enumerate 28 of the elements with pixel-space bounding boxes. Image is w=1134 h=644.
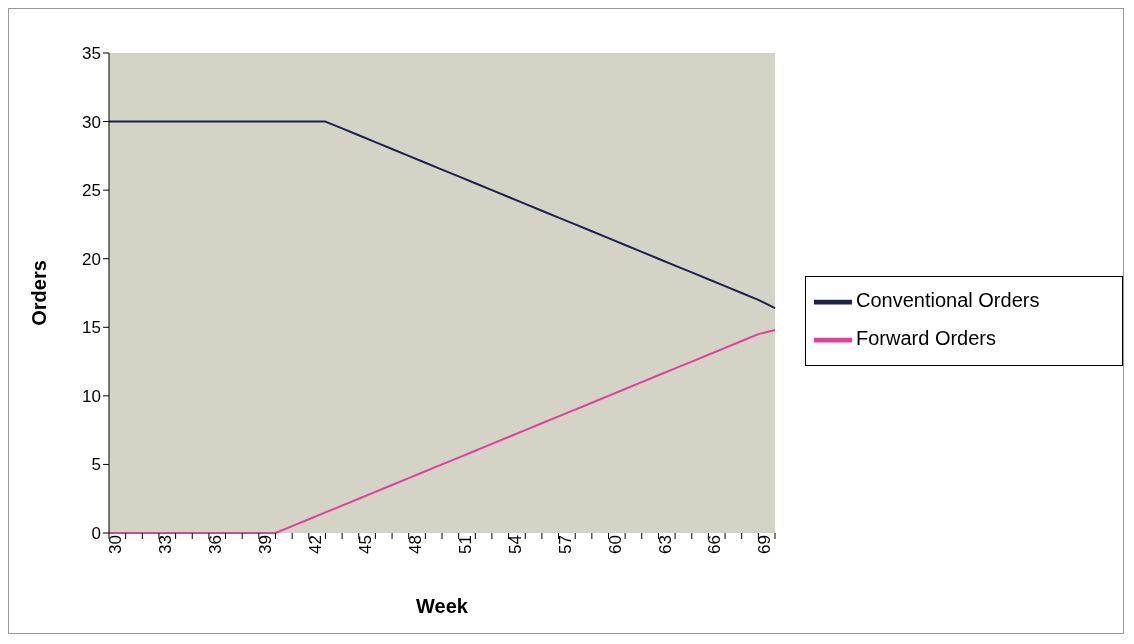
x-tick-label: 69 [755, 535, 775, 554]
y-axis-title: Orders [28, 260, 51, 326]
line-series [108, 120, 776, 310]
x-tick-label: 42 [305, 535, 325, 554]
x-tick-label: 54 [505, 535, 525, 554]
y-tick-label: 35 [82, 44, 101, 64]
y-tick-label: 30 [82, 112, 101, 132]
y-tick-label: 20 [82, 249, 101, 269]
x-tick-label: 66 [705, 535, 725, 554]
y-tick-label: 10 [82, 386, 101, 406]
y-tick-label: 0 [91, 524, 101, 544]
x-tick-label: 30 [106, 535, 126, 554]
legend-label: Forward Orders [856, 327, 997, 350]
x-tick-label: 51 [455, 535, 475, 554]
x-tick-label: 60 [605, 535, 625, 554]
x-tick-label: 48 [405, 535, 425, 554]
x-tick-label: 63 [655, 535, 675, 554]
legend-label: Conventional Orders [856, 289, 1040, 312]
y-tick-label: 5 [91, 455, 101, 475]
x-tick-label: 57 [555, 535, 575, 554]
y-tick-label: 25 [82, 181, 101, 201]
y-tick-label: 15 [82, 318, 101, 338]
line-series [108, 329, 776, 534]
x-tick-label: 36 [205, 535, 225, 554]
x-axis-title: Week [416, 595, 469, 617]
x-tick-label: 39 [255, 535, 275, 554]
x-tick-label: 45 [355, 535, 375, 554]
x-tick-label: 33 [156, 535, 176, 554]
